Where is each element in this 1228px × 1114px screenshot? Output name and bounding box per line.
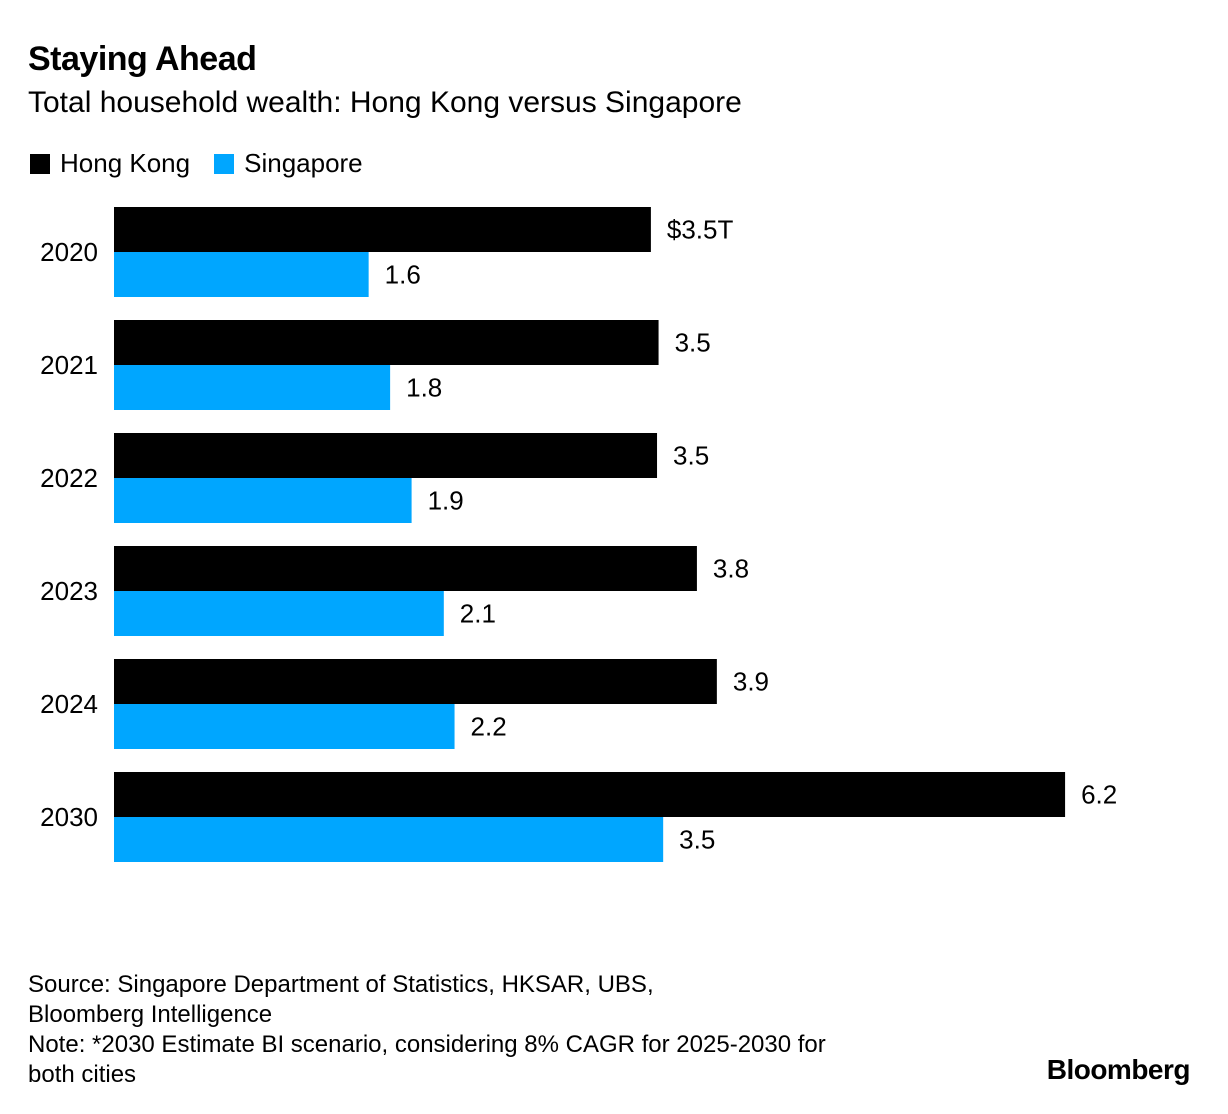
data-label-hong-kong-2023: 3.8 (713, 554, 749, 584)
legend-swatch-hong-kong (30, 153, 50, 174)
bar-singapore-2020 (114, 252, 369, 297)
data-label-hong-kong-2021: 3.5 (675, 328, 711, 358)
legend-label-singapore: Singapore (244, 148, 363, 178)
legend-item-hong-kong: Hong Kong (30, 148, 190, 179)
bar-singapore-2022 (114, 478, 412, 523)
category-label-2023: 2023 (40, 576, 98, 606)
bar-singapore-2030 (114, 817, 664, 862)
note-line-1: Note: *2030 Estimate BI scenario, consid… (28, 1031, 826, 1058)
bar-hong-kong-2024 (114, 659, 717, 704)
chart-title: Staying Ahead (28, 40, 257, 78)
bar-singapore-2023 (114, 591, 444, 636)
bar-hong-kong-2022 (114, 433, 658, 478)
legend-label-hong-kong: Hong Kong (60, 148, 191, 178)
data-label-hong-kong-2020: $3.5T (667, 215, 734, 245)
data-label-hong-kong-2030: 6.2 (1081, 780, 1117, 810)
category-label-2020: 2020 (40, 237, 98, 267)
bar-hong-kong-2020 (114, 207, 651, 252)
category-label-2030: 2030 (40, 802, 98, 832)
note-line-2: both cities (28, 1061, 137, 1088)
bar-singapore-2021 (114, 365, 391, 410)
bar-hong-kong-2030 (114, 772, 1066, 817)
data-label-hong-kong-2022: 3.5 (673, 441, 709, 471)
legend-swatch-singapore (214, 153, 235, 174)
category-label-2021: 2021 (40, 350, 98, 380)
bar-singapore-2024 (114, 704, 455, 749)
bar-hong-kong-2023 (114, 546, 697, 591)
bar-hong-kong-2021 (114, 320, 659, 365)
data-label-singapore-2030: 3.5 (679, 825, 715, 855)
source-line-2: Bloomberg Intelligence (28, 1001, 273, 1028)
footer-notes: Source: Singapore Department of Statisti… (28, 970, 968, 1090)
bar-chart: 2020 $3.5T 1.6 2021 3.5 1.8 2022 3.5 1.9 2023 3.8 2… (40, 207, 1117, 862)
legend-item-singapore: Singapore (214, 148, 363, 179)
chart-subtitle: Total household wealth: Hong Kong versus… (28, 86, 742, 119)
category-label-2022: 2022 (40, 463, 98, 493)
bloomberg-logo: Bloomberg (1046, 1054, 1191, 1085)
data-label-singapore-2022: 1.9 (428, 486, 464, 516)
data-label-singapore-2023: 2.1 (460, 599, 496, 629)
data-label-singapore-2021: 1.8 (406, 373, 442, 403)
source-line-1: Source: Singapore Department of Statisti… (28, 971, 654, 998)
category-label-2024: 2024 (40, 689, 98, 719)
data-label-singapore-2024: 2.2 (471, 712, 507, 742)
legend: Hong Kong Singapore (30, 148, 387, 179)
data-label-singapore-2020: 1.6 (385, 260, 421, 290)
data-label-hong-kong-2024: 3.9 (733, 667, 769, 697)
